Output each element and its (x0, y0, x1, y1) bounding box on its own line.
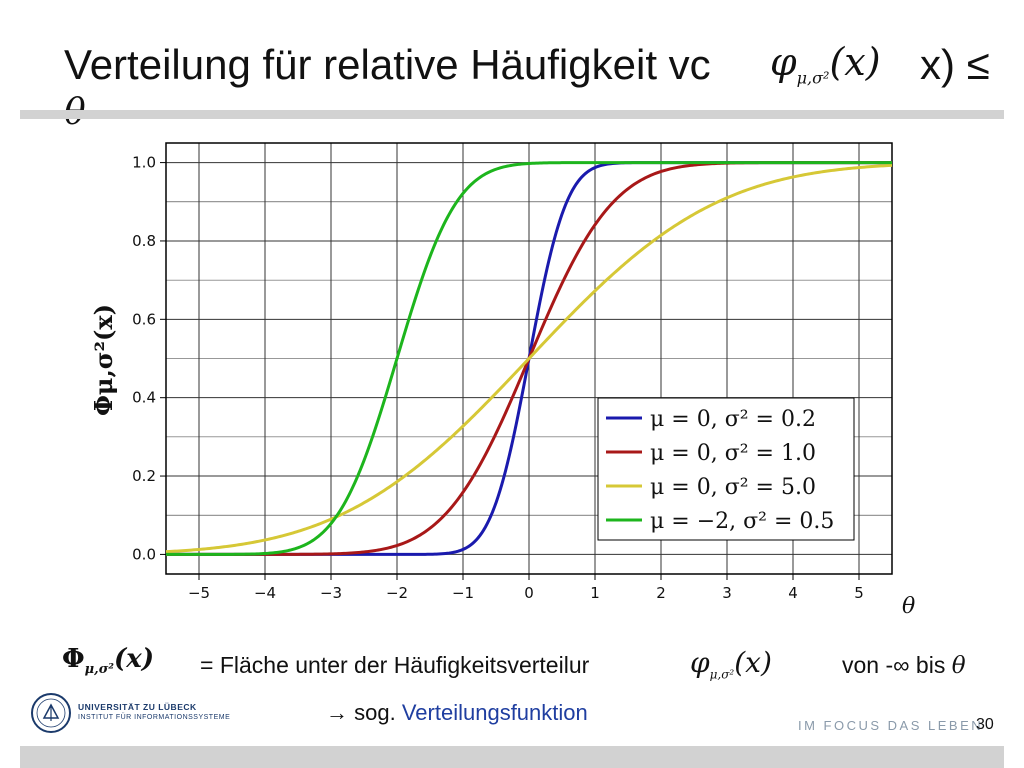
y-tick-label: 0.4 (132, 389, 156, 407)
series-line-3 (166, 161, 892, 556)
legend-box (597, 397, 855, 541)
legend-label: μ = −2, σ² = 0.5 (650, 509, 834, 534)
y-tick-label: 0.2 (132, 467, 156, 485)
density-formula: φμ,σ²(x) (686, 646, 776, 682)
footer-bar (20, 746, 1004, 768)
theta-axis-label: θ (902, 594, 916, 619)
y-axis-label: Φμ,σ²(x) (89, 304, 118, 416)
x-tick-label: 3 (722, 584, 732, 602)
title-formula-backdrop (765, 36, 915, 96)
x-tick-label: 2 (656, 584, 666, 602)
phi-formula: Φμ,σ²(x) (62, 644, 155, 678)
university-seal-icon (31, 693, 71, 733)
title-divider (20, 110, 1004, 119)
logo-line1: UNIVERSITÄT ZU LÜBECK (78, 702, 197, 712)
subnote: → sog. Verteilungsfunktion (326, 700, 588, 725)
x-tick-label: −2 (386, 584, 408, 602)
arrow-icon: → (326, 700, 348, 725)
x-tick-label: −5 (188, 584, 210, 602)
legend-label: μ = 0, σ² = 0.2 (650, 407, 816, 432)
slide-title: Verteilung für relative Häufigkeit vc (64, 40, 711, 90)
university-logo: UNIVERSITÄT ZU LÜBECK INSTITUT FÜR INFOR… (30, 690, 240, 740)
x-tick-label: −1 (452, 584, 474, 602)
x-tick-label: 0 (524, 584, 534, 602)
verteilungsfunktion-link[interactable]: Verteilungsfunktion (401, 700, 588, 725)
description-text: = Fläche unter der Häufigkeitsverteilur (200, 652, 590, 678)
x-tick-label: −3 (320, 584, 342, 602)
title-formula: φμ,σ²(x) (770, 40, 881, 88)
x-tick-label: 5 (854, 584, 864, 602)
y-tick-label: 0.0 (132, 545, 156, 563)
slide-title-text: Verteilung für relative Häufigkeit vc (64, 41, 711, 88)
legend-label: μ = 0, σ² = 5.0 (650, 475, 816, 500)
legend-label: μ = 0, σ² = 1.0 (650, 441, 816, 466)
x-tick-label: 1 (590, 584, 600, 602)
slogan: IM FOCUS DAS LEBEN (798, 718, 984, 733)
y-tick-label: 0.8 (132, 232, 156, 250)
page-number: 30 (976, 716, 994, 733)
logo-line2: INSTITUT FÜR INFORMATIONSSYSTEME (78, 714, 231, 721)
y-tick-label: 0.6 (132, 310, 156, 328)
x-tick-label: −4 (254, 584, 276, 602)
x-tick-label: 4 (788, 584, 798, 602)
series-line-2 (165, 163, 893, 554)
range-text: von -∞ bis θ (842, 652, 966, 679)
slide-title-tail: x) ≤ (920, 41, 990, 88)
y-tick-label: 1.0 (132, 154, 156, 172)
